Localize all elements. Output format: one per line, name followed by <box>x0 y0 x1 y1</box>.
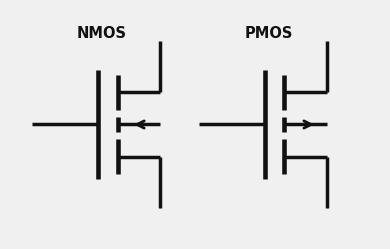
Text: NMOS: NMOS <box>77 26 127 41</box>
Text: PMOS: PMOS <box>245 26 293 41</box>
